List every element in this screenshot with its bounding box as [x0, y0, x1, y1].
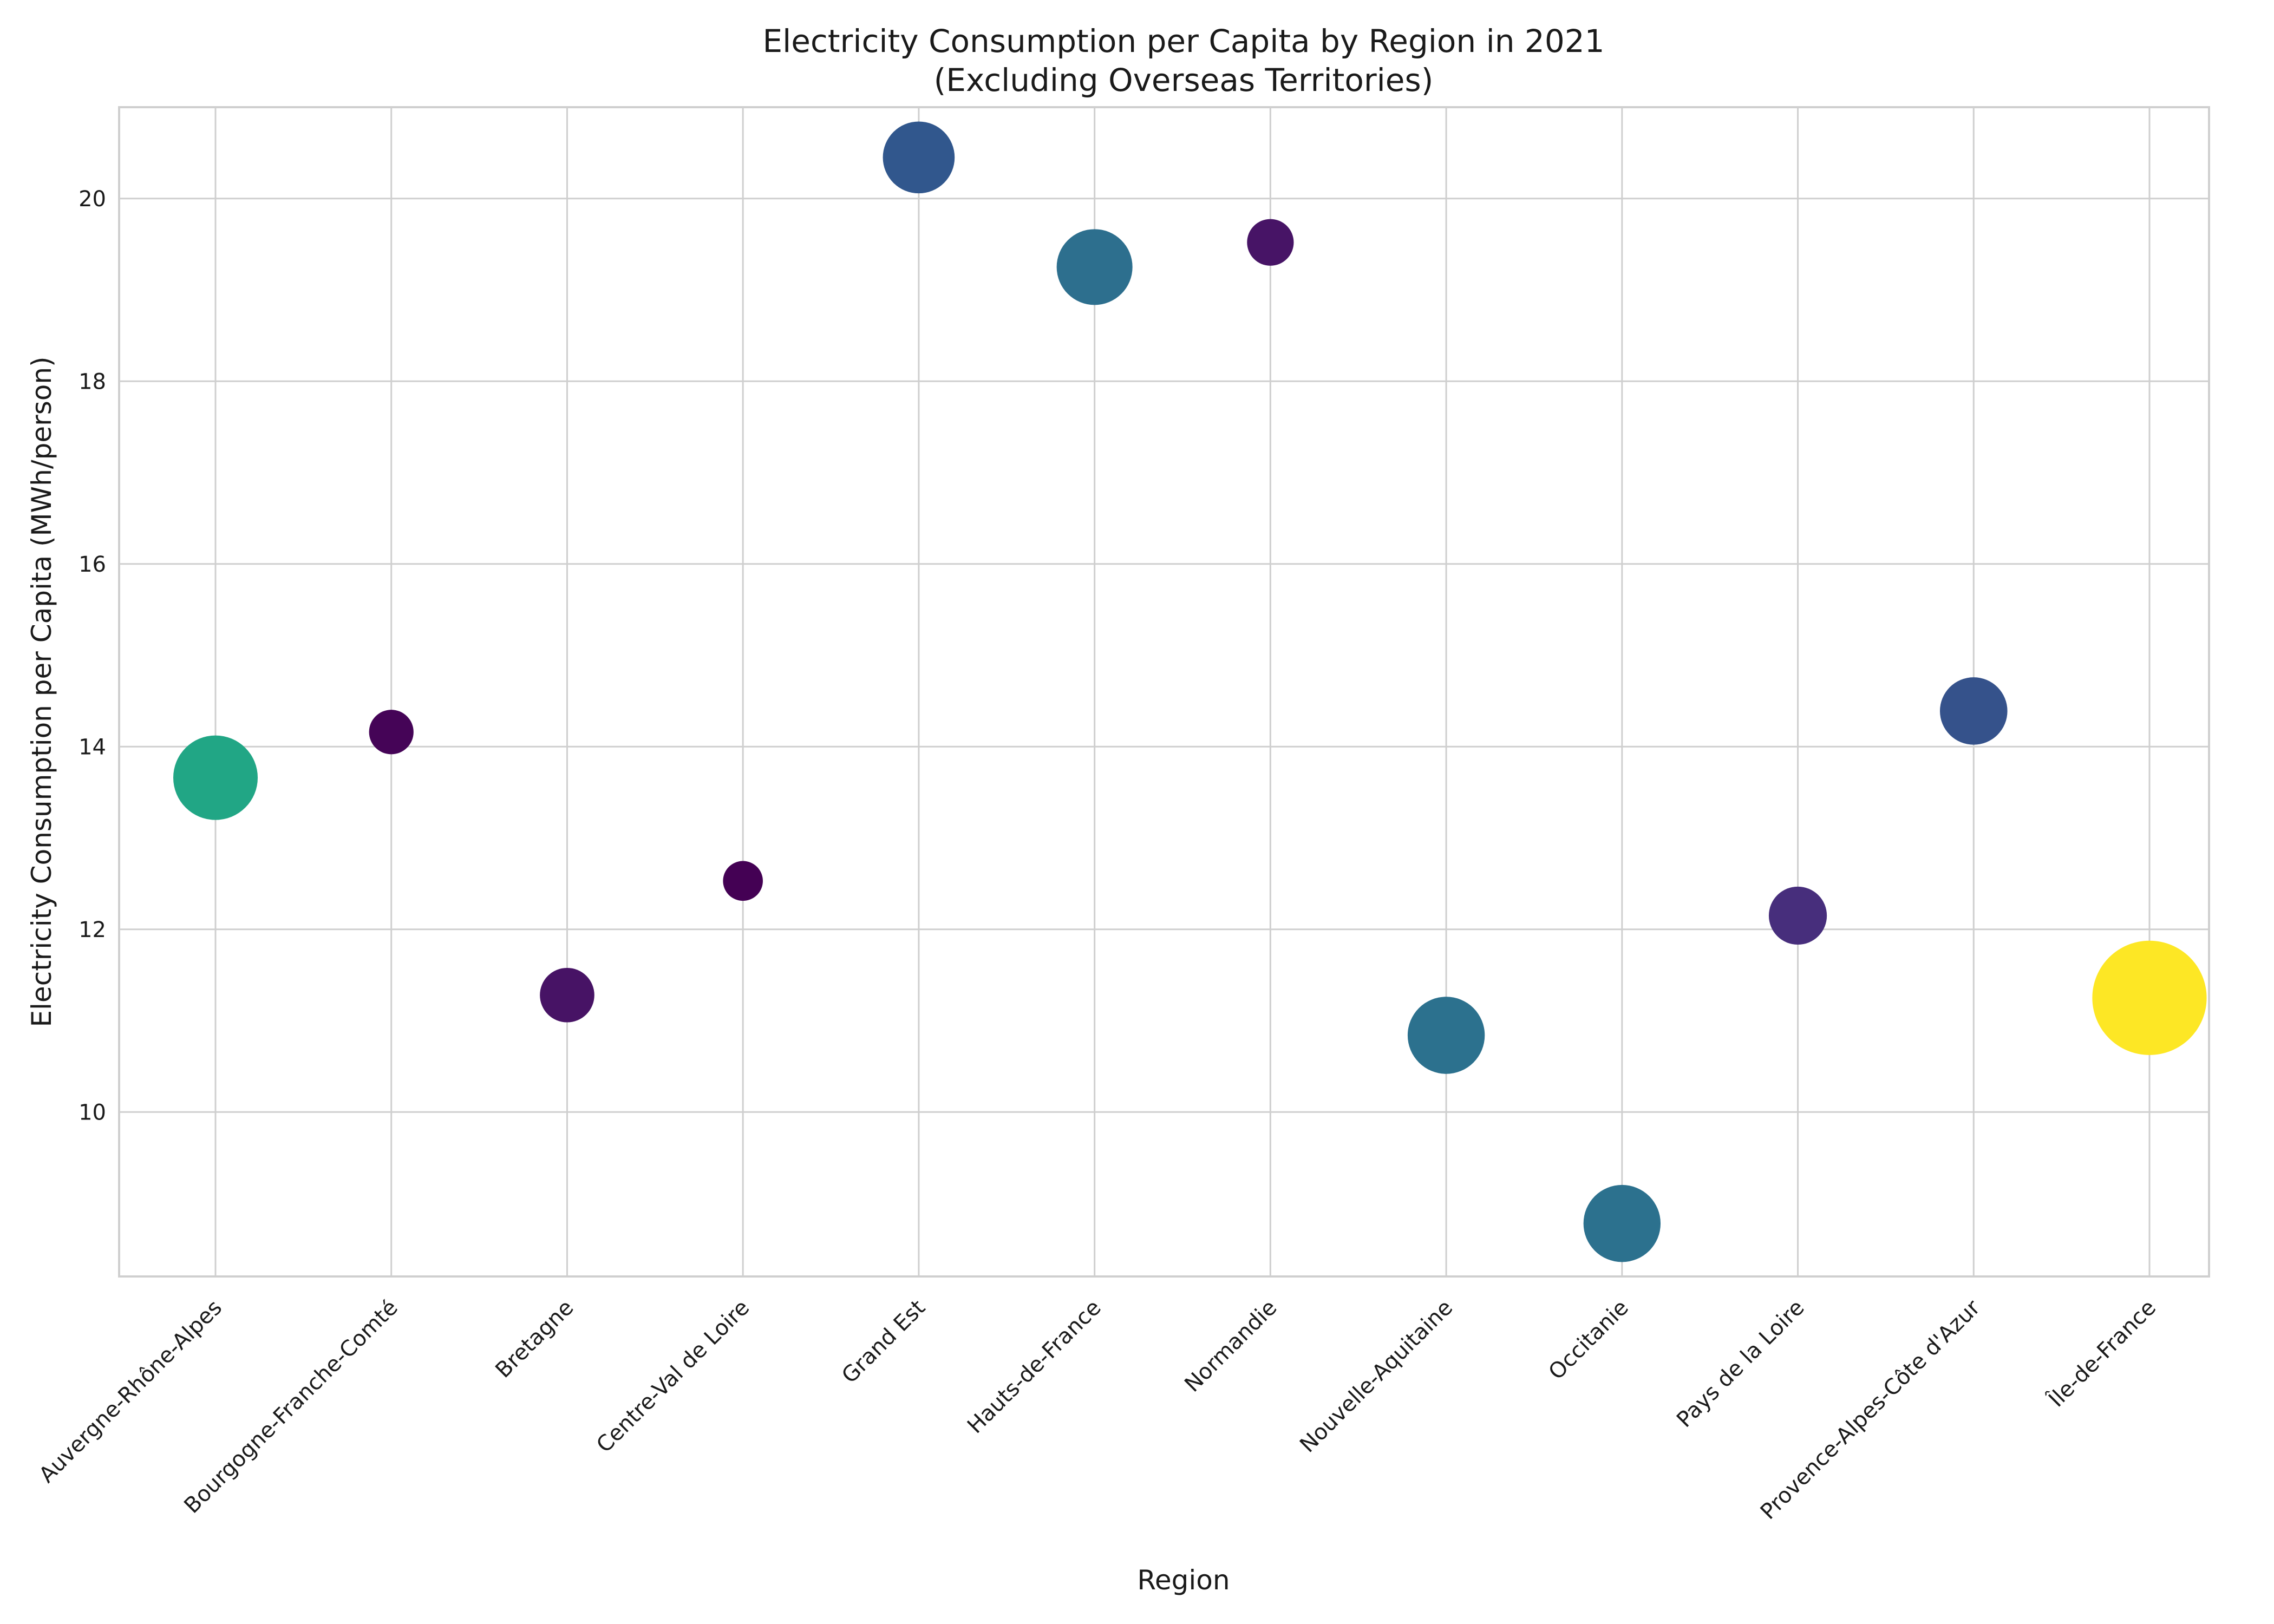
bubble-point [723, 861, 763, 901]
bubble-point [1768, 886, 1827, 945]
x-axis-label: Region [1137, 1564, 1230, 1596]
y-tick-label: 20 [79, 187, 106, 212]
y-tick-label: 18 [79, 369, 106, 394]
bubble-point [173, 735, 258, 820]
chart-subtitle: (Excluding Overseas Territories) [934, 62, 1434, 99]
bubble-point [2092, 940, 2207, 1055]
y-tick-label: 14 [79, 735, 106, 759]
bubble-point [883, 121, 955, 194]
chart-title: Electricity Consumption per Capita by Re… [762, 23, 1604, 60]
x-tick-label: Centre-Val de Loire [592, 1295, 754, 1458]
grid-layer [119, 107, 2209, 1276]
x-tick-label: Occitanie [1544, 1295, 1633, 1385]
x-tick-label: Nouvelle-Aquitaine [1295, 1295, 1458, 1458]
x-tick-label: Bourgogne-Franche-Comté [179, 1295, 402, 1518]
y-tick-label: 10 [79, 1100, 106, 1125]
y-tick-label: 12 [79, 918, 106, 942]
bubble-point [1407, 997, 1485, 1074]
x-tick-label: Normandie [1180, 1295, 1282, 1397]
bubble-point [1247, 219, 1294, 266]
y-tick-label: 16 [79, 552, 106, 577]
bubble-point [1583, 1184, 1661, 1262]
x-tick-label: Auvergne-Rhône-Alpes [34, 1295, 227, 1488]
bubble-point [1939, 677, 2008, 745]
y-axis-label: Electricity Consumption per Capita (MWh/… [26, 356, 57, 1027]
x-tick-label: Île-de-France [2043, 1294, 2161, 1412]
x-tick-label: Grand Est [837, 1295, 930, 1389]
bubble-point [1056, 229, 1133, 305]
x-tick-label: Pays de la Loire [1672, 1295, 1809, 1432]
bubble-point [369, 710, 414, 755]
plot-frame [118, 106, 2210, 1278]
x-tick-label: Hauts-de-France [963, 1295, 1106, 1439]
tick-layer: 10 12 14 16 18 20 Auvergne-Rhône-AlpesBourgogn… [34, 187, 2161, 1524]
bubble-layer [173, 121, 2207, 1262]
bubble-point [540, 967, 594, 1023]
x-tick-label: Bretagne [491, 1295, 578, 1383]
